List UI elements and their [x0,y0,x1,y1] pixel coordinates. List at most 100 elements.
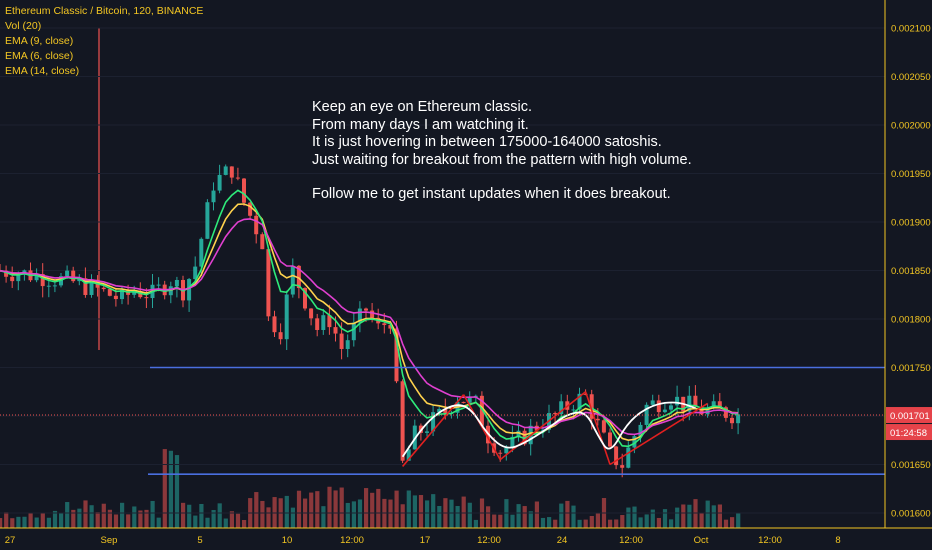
candle-body [10,276,15,282]
legend-ema-6[interactable]: EMA (6, close) [5,50,74,62]
y-tick-label: 0.001850 [891,266,931,277]
candle-body [717,401,722,408]
candle-body [705,407,710,415]
candle-body [510,436,515,448]
timer-label: 01:24:58 [890,428,927,439]
candle-body [467,396,472,403]
candle-body [357,308,362,323]
candle-body [46,285,51,287]
candle-body [589,394,594,419]
volume-bar [83,500,88,528]
volume-bar [650,509,655,528]
candle-body [296,265,301,289]
candle-body [260,234,265,250]
volume-bar [126,514,131,528]
volume-bar [669,519,674,528]
volume-bar [455,506,460,528]
y-tick-label: 0.001750 [891,363,931,374]
volume-bar [46,517,51,528]
legend-title[interactable]: Ethereum Classic / Bitcoin, 120, BINANCE [5,5,204,17]
volume-bar [571,505,576,528]
trend-line [584,391,611,465]
candle-body [205,202,210,239]
candle-body [345,340,350,349]
x-tick-label: 12:00 [477,535,501,546]
x-tick-label: 12:00 [758,535,782,546]
legend-ema-14[interactable]: EMA (14, close) [5,65,80,77]
volume-bar [0,518,3,528]
volume-bar [284,495,289,528]
volume-bar [675,507,680,528]
candle-body [278,332,283,340]
candle-body [248,202,253,216]
volume-bar [406,490,411,528]
candle-body [284,294,289,340]
candle-body [327,315,332,328]
volume-bar [418,495,424,528]
candle-body [382,323,387,326]
volume-bar [711,505,716,528]
candle-body [614,446,619,466]
volume-bar [370,492,375,528]
volume-bar [260,500,265,528]
candle-body [577,393,582,410]
candle-body [40,274,45,287]
candle-body [498,452,503,454]
y-tick-label: 0.001650 [891,460,931,471]
volume-bar [95,512,100,528]
candle-body [351,322,356,341]
volume-bar [705,500,710,528]
volume-bar [266,507,271,528]
candle-body [321,315,326,330]
volume-bar [235,513,241,528]
volume-bar [181,502,186,528]
annotation-line: From many days I am watching it. [312,116,529,133]
volume-bar [553,519,558,528]
volume-bar [626,507,631,528]
candles [0,164,741,478]
x-tick-label: 12:00 [340,535,364,546]
timer-badge [886,424,932,441]
volume-bar [589,515,594,528]
candle-body [461,401,466,403]
candle-body [229,166,234,178]
candle-body [388,325,393,329]
volume-bar [120,502,125,528]
candle-body [290,265,295,295]
volume-bar [242,519,247,528]
candle-body [540,429,545,431]
candle-body [16,274,21,282]
candle-body [736,414,741,424]
candle-body [113,295,118,300]
volume-bar [638,517,643,528]
candle-body [315,318,320,330]
candle-body [522,430,527,445]
candle-body [608,432,612,447]
volume-bar [595,513,600,528]
volume-bar [28,512,33,528]
volume-bar [467,502,472,528]
annotation-line: Keep an eye on Ethereum classic. [312,99,533,115]
volume-bar [528,511,533,528]
candle-body [77,278,82,282]
x-tick-label: 17 [420,535,431,546]
candle-body [711,401,716,408]
candle-body [553,413,558,415]
volume-bar [10,518,15,528]
volume-bar [4,512,9,528]
legend-ema-9[interactable]: EMA (9, close) [5,35,74,47]
candle-body [400,381,405,461]
volume-bar [693,499,698,528]
volume-bar [723,519,729,528]
candle-body [437,408,442,413]
candle-body [632,436,637,448]
volume-bar [290,507,295,528]
legend-volume[interactable]: Vol (20) [5,20,42,32]
candle-body [650,400,655,405]
volume-bar [486,506,491,528]
volume-bar [65,502,70,528]
volume-bar [40,512,45,528]
candle-body [339,333,344,349]
candle-body [638,424,643,437]
